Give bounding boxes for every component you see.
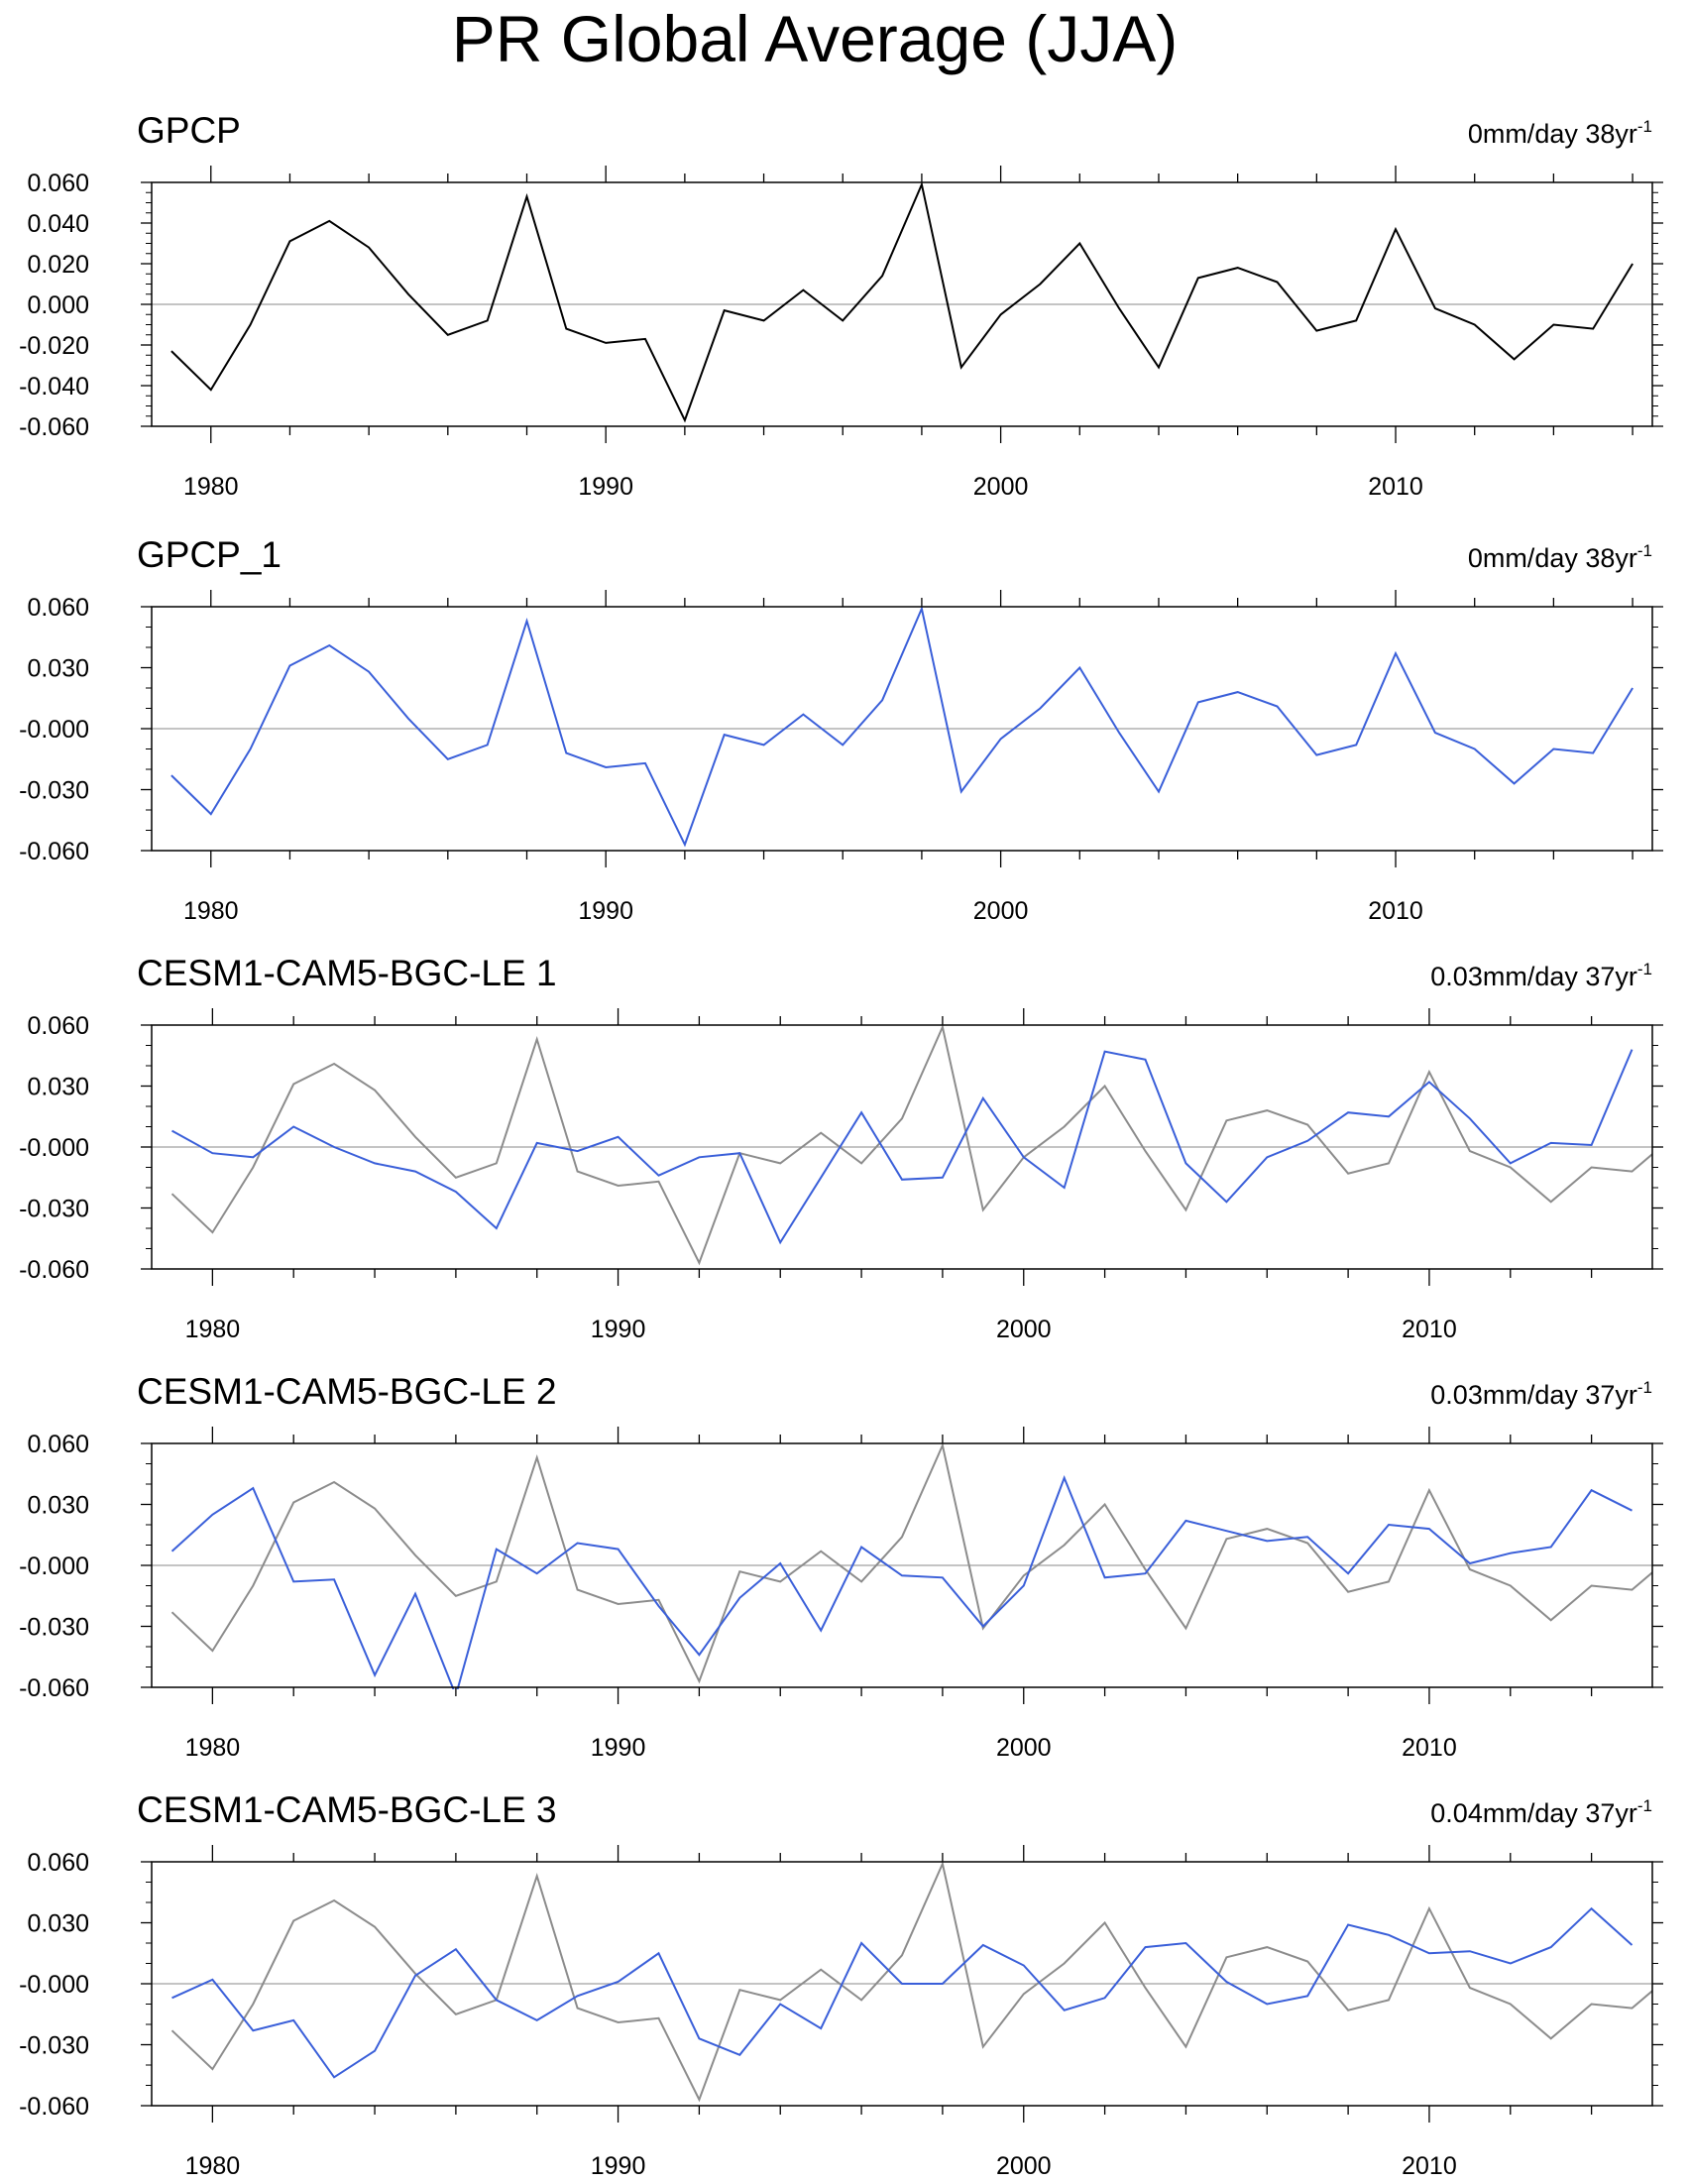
chart-panel-1: GPCP 0mm/day 38yr-1 0.060 0.040 0.020 0.000 -0… — [19, 110, 1663, 501]
y-tick-label: -0.030 — [19, 1196, 89, 1223]
series-line-1 — [170, 1441, 1652, 1684]
panels-container: GPCP 0mm/day 38yr-1 0.060 0.040 0.020 0.000 -0… — [19, 110, 1663, 2180]
chart-panel-4: CESM1-CAM5-BGC-LE 2 0.03mm/day 37yr-1 0.06… — [19, 1371, 1663, 1762]
y-tick-label: -0.000 — [19, 1552, 89, 1580]
y-tick-label: -0.030 — [19, 2032, 89, 2060]
x-tick-label: 1990 — [578, 473, 633, 501]
x-tick-label: 1980 — [183, 897, 239, 925]
y-tick-label: -0.000 — [19, 716, 89, 744]
series-line-1 — [170, 605, 1634, 848]
figure-title: PR Global Average (JJA) — [452, 2, 1178, 75]
y-tick-label: -0.030 — [19, 777, 89, 805]
y-tick-label: 0.020 — [27, 251, 89, 279]
series-line-2 — [170, 1475, 1633, 1689]
y-tick-label: -0.060 — [19, 1674, 89, 1702]
chart-panel-2: GPCP_1 0mm/day 38yr-1 0.060 0.030 -0.000 -0.0… — [19, 534, 1663, 925]
y-tick-label: -0.060 — [19, 1256, 89, 1284]
series-line-2 — [171, 1049, 1634, 1245]
x-tick-label: 2000 — [973, 897, 1029, 925]
series-line-1 — [170, 1023, 1652, 1266]
x-tick-label: 1990 — [591, 2152, 646, 2180]
plot-frame — [151, 1024, 1653, 1270]
trend-label: 0mm/day 38yr-1 — [1468, 117, 1652, 149]
y-tick-label: 0.060 — [27, 1012, 89, 1040]
y-tick-label: 0.030 — [27, 655, 89, 683]
y-tick-label: -0.020 — [19, 332, 89, 360]
plot-frame — [151, 1442, 1653, 1688]
panel-title: CESM1-CAM5-BGC-LE 2 — [137, 1371, 557, 1412]
x-tick-label: 2000 — [973, 473, 1029, 501]
plot-frame — [151, 1861, 1653, 2107]
panel-title: GPCP — [137, 110, 241, 151]
x-tick-label: 1980 — [185, 2152, 241, 2180]
plot-frame — [151, 606, 1653, 852]
y-tick-label: -0.060 — [19, 838, 89, 865]
y-tick-label: 0.000 — [27, 291, 89, 319]
x-tick-label: 1990 — [578, 897, 633, 925]
y-tick-label: -0.000 — [19, 1134, 89, 1162]
y-tick-label: -0.040 — [19, 373, 89, 401]
y-tick-label: 0.060 — [27, 594, 89, 622]
x-tick-label: 2010 — [1402, 1734, 1457, 1762]
x-tick-label: 2010 — [1368, 897, 1423, 925]
trend-label: 0mm/day 38yr-1 — [1468, 541, 1652, 573]
y-tick-label: 0.040 — [27, 210, 89, 238]
panel-title: GPCP_1 — [137, 534, 282, 575]
y-tick-label: -0.060 — [19, 2093, 89, 2121]
series-line-1 — [170, 180, 1634, 423]
panel-title: CESM1-CAM5-BGC-LE 3 — [137, 1789, 557, 1830]
y-tick-label: 0.030 — [27, 1910, 89, 1938]
x-tick-label: 2010 — [1402, 2152, 1457, 2180]
trend-label: 0.04mm/day 37yr-1 — [1430, 1796, 1652, 1828]
x-tick-label: 1990 — [591, 1316, 646, 1343]
plot-frame — [151, 181, 1653, 427]
y-tick-label: 0.030 — [27, 1074, 89, 1101]
y-tick-label: -0.030 — [19, 1614, 89, 1642]
chart-panel-5: CESM1-CAM5-BGC-LE 3 0.04mm/day 37yr-1 0.06… — [19, 1789, 1663, 2180]
x-tick-label: 2010 — [1402, 1316, 1457, 1343]
y-tick-label: 0.060 — [27, 1849, 89, 1877]
x-tick-label: 1980 — [185, 1734, 241, 1762]
x-tick-label: 1990 — [591, 1734, 646, 1762]
panel-title: CESM1-CAM5-BGC-LE 1 — [137, 953, 557, 993]
y-tick-label: 0.060 — [27, 170, 89, 197]
x-tick-label: 2010 — [1368, 473, 1423, 501]
trend-label: 0.03mm/day 37yr-1 — [1430, 960, 1652, 991]
x-tick-label: 2000 — [996, 1734, 1052, 1762]
x-tick-label: 2000 — [996, 1316, 1052, 1343]
series-line-1 — [170, 1860, 1652, 2103]
x-tick-label: 1980 — [183, 473, 239, 501]
x-tick-label: 1980 — [185, 1316, 241, 1343]
trend-label: 0.03mm/day 37yr-1 — [1430, 1378, 1652, 1410]
y-tick-label: 0.030 — [27, 1492, 89, 1520]
series-line-2 — [171, 1906, 1634, 2079]
y-tick-label: -0.060 — [19, 413, 89, 441]
chart-panel-3: CESM1-CAM5-BGC-LE 1 0.03mm/day 37yr-1 0.06… — [19, 953, 1663, 1343]
y-tick-label: 0.060 — [27, 1431, 89, 1458]
y-tick-label: -0.000 — [19, 1971, 89, 1999]
x-tick-label: 2000 — [996, 2152, 1052, 2180]
